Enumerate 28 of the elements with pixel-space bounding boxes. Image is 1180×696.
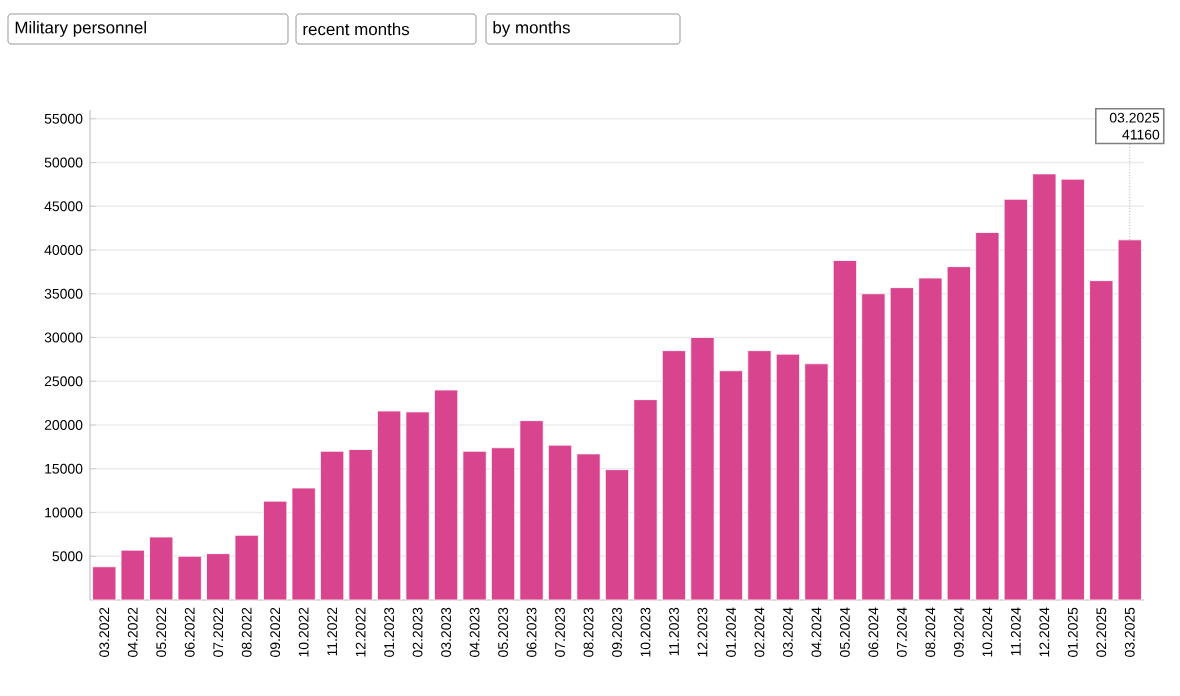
bar: [832, 260, 857, 601]
bar: [718, 370, 744, 601]
bar: [918, 277, 943, 601]
bar: [690, 337, 715, 601]
bar: [405, 411, 430, 601]
bar: [519, 420, 544, 601]
bar: [462, 450, 487, 601]
bar: [861, 293, 886, 601]
bar: [804, 363, 829, 601]
bar: [320, 450, 345, 601]
bar: [747, 350, 772, 601]
bar: [291, 487, 316, 601]
bar: [348, 449, 373, 601]
bar: [775, 353, 800, 601]
text: by months: [493, 21, 570, 37]
text: Military personnel: [15, 21, 146, 37]
bar: [490, 447, 516, 601]
bar: [604, 469, 630, 601]
bar: [434, 389, 459, 601]
bar: [377, 410, 402, 601]
bar: [633, 399, 658, 601]
bar: [263, 500, 288, 601]
bar: [889, 287, 914, 601]
bar: [547, 444, 573, 601]
bar: [946, 266, 971, 601]
bar: [661, 350, 687, 601]
bar: [576, 453, 601, 601]
text: recent months: [303, 22, 410, 36]
